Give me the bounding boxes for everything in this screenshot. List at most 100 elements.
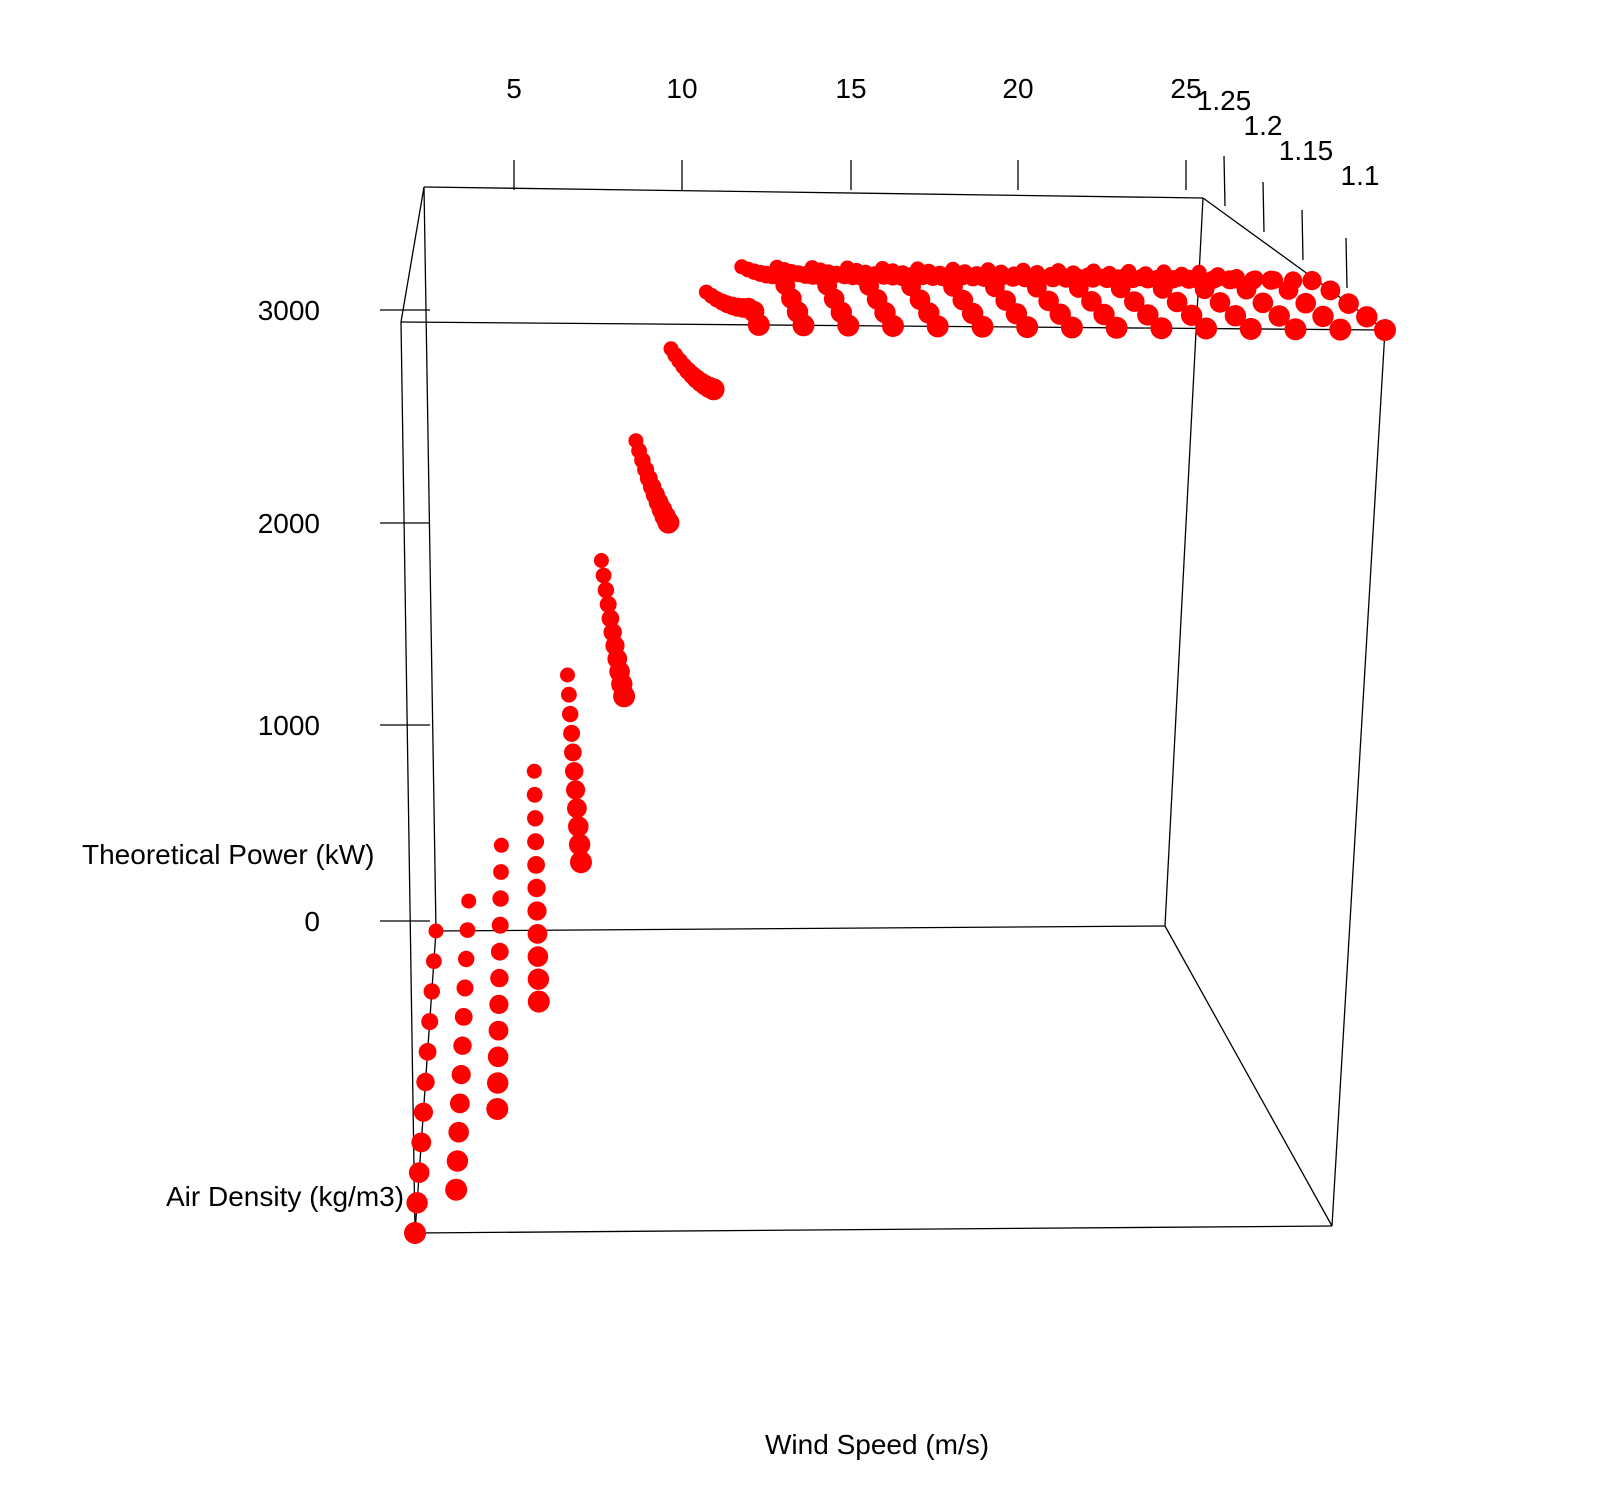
data-point xyxy=(527,968,550,990)
data-point xyxy=(1150,317,1173,340)
data-point xyxy=(1068,278,1089,298)
data-point xyxy=(493,837,509,853)
data-point xyxy=(657,511,680,534)
data-point xyxy=(486,1098,509,1120)
y-tick xyxy=(1223,155,1226,207)
data-point xyxy=(527,946,549,967)
data-point xyxy=(453,1036,472,1055)
data-point xyxy=(411,1132,432,1153)
box-edge xyxy=(400,186,425,323)
data-point xyxy=(489,994,509,1015)
data-point xyxy=(445,1178,468,1201)
z-axis-label: Theoretical Power (kW) xyxy=(82,839,375,870)
data-point xyxy=(1137,304,1159,326)
data-point xyxy=(1284,318,1307,341)
y-tick xyxy=(1301,209,1304,261)
data-point xyxy=(1124,291,1145,312)
data-point xyxy=(1329,318,1352,341)
data-point xyxy=(1374,319,1396,341)
box-edge xyxy=(435,925,1166,932)
x-tick-label: 15 xyxy=(835,73,866,104)
data-point xyxy=(458,950,475,968)
data-point xyxy=(1236,279,1257,300)
box-edge xyxy=(1331,329,1386,1227)
data-point xyxy=(563,724,581,742)
data-point xyxy=(413,1102,433,1122)
data-point xyxy=(1209,292,1231,313)
data-point xyxy=(1302,271,1322,291)
data-point xyxy=(1083,269,1103,288)
data-point xyxy=(593,553,609,568)
data-point xyxy=(492,890,509,907)
data-points xyxy=(404,259,1396,1244)
data-point xyxy=(428,923,444,939)
data-point xyxy=(568,816,589,837)
data-point xyxy=(1278,280,1299,300)
plot-box xyxy=(400,186,1386,1234)
z-tick-label: 0 xyxy=(304,906,320,937)
data-point xyxy=(1105,316,1128,339)
data-point xyxy=(1060,316,1083,339)
data-point xyxy=(1194,279,1215,300)
data-point xyxy=(426,953,442,970)
data-point xyxy=(459,922,476,938)
data-point xyxy=(882,315,904,337)
data-point xyxy=(491,916,509,934)
data-point xyxy=(1166,291,1188,313)
data-point xyxy=(406,1192,428,1214)
box-edge xyxy=(400,321,416,1234)
data-point xyxy=(1043,268,1063,288)
data-point xyxy=(421,1013,439,1031)
data-point xyxy=(490,942,509,961)
data-point xyxy=(487,1046,509,1068)
data-point xyxy=(1138,269,1158,289)
data-point xyxy=(792,314,815,337)
data-point xyxy=(1220,270,1240,290)
y-tick-label: 1.2 xyxy=(1244,110,1283,141)
data-point xyxy=(1110,278,1131,299)
data-point xyxy=(837,314,860,337)
data-point xyxy=(1027,277,1047,298)
data-point xyxy=(747,313,770,336)
data-point xyxy=(1152,278,1173,299)
data-point xyxy=(567,798,587,819)
box-edge xyxy=(423,186,437,932)
data-point xyxy=(1081,291,1102,312)
data-point xyxy=(1320,280,1341,301)
axis-ticks xyxy=(380,155,1348,922)
y-tick-label: 1.15 xyxy=(1279,135,1334,166)
box-edge xyxy=(1164,925,1333,1227)
x-tick-label: 20 xyxy=(1002,73,1033,104)
data-point xyxy=(1179,269,1199,289)
data-point xyxy=(1195,317,1218,340)
data-point xyxy=(926,315,949,338)
data-point xyxy=(1180,304,1203,326)
data-point xyxy=(450,1093,470,1114)
data-point xyxy=(601,609,620,628)
data-point xyxy=(561,686,577,703)
data-point xyxy=(1356,306,1378,328)
data-point xyxy=(527,810,544,827)
data-point xyxy=(490,968,509,988)
y-tick xyxy=(1345,237,1348,289)
x-tick-label: 10 xyxy=(666,73,697,104)
data-point xyxy=(418,1042,437,1061)
z-tick-label: 2000 xyxy=(258,508,320,539)
data-point xyxy=(1312,305,1334,328)
data-point xyxy=(404,1222,426,1244)
data-point xyxy=(702,378,725,401)
data-point xyxy=(527,878,546,898)
y-tick xyxy=(1262,181,1265,233)
data-point xyxy=(595,567,612,584)
data-point xyxy=(454,1008,473,1026)
data-point xyxy=(526,786,543,803)
data-point xyxy=(562,705,579,723)
data-point xyxy=(423,983,440,1000)
data-point xyxy=(461,893,477,909)
data-point xyxy=(493,864,509,880)
axis-tick-labels: 5 10 15 20 25 1.11.151.21.25 0 1000 2000 3000 xyxy=(258,73,1380,937)
data-point xyxy=(446,1150,469,1172)
data-point xyxy=(416,1072,435,1092)
x-tick-label: 25 xyxy=(1170,73,1201,104)
